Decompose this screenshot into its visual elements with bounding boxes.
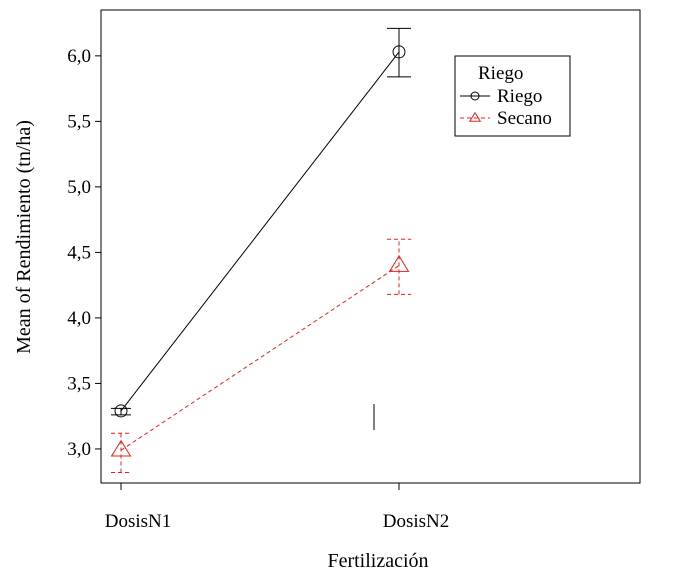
plot-frame: [100, 9, 641, 484]
series-line: [120, 51, 400, 412]
data-point-triangle: [110, 439, 132, 457]
y-tick-label: 3,5: [67, 373, 91, 394]
series-riego: [111, 27, 411, 418]
data-point-triangle: [388, 255, 410, 272]
data-point-circle: [114, 404, 128, 418]
x-tick-label: DosisN1: [105, 511, 172, 532]
y-tick-label: 4,0: [67, 308, 91, 329]
x-tick-label: DosisN2: [383, 511, 450, 532]
y-tick-label: 3,0: [67, 439, 91, 460]
data-point-triangle: [468, 111, 482, 122]
x-axis: DosisN1 DosisN2: [105, 483, 450, 532]
y-tick-label: 4,5: [67, 242, 91, 263]
data-point-circle: [392, 45, 406, 59]
x-axis-title: Fertilización: [327, 550, 428, 572]
y-tick-label: 6,0: [67, 46, 91, 67]
series-secano: [110, 238, 411, 474]
legend-item: Riego: [460, 86, 542, 107]
data-point-circle: [470, 91, 480, 101]
y-tick-label: 5,0: [67, 177, 91, 198]
legend-item: Secano: [460, 108, 552, 129]
y-axis-title: Mean of Rendimiento (tn/ha): [13, 120, 35, 354]
legend-label: Secano: [497, 108, 552, 129]
legend-title: Riego: [478, 63, 523, 84]
series-layer: [110, 27, 411, 474]
y-axis: 3,0 3,5 4,0 4,5 5,0 5,5 6,0: [67, 46, 101, 460]
y-tick-label: 5,5: [67, 111, 91, 132]
legend-label: Riego: [497, 86, 542, 107]
